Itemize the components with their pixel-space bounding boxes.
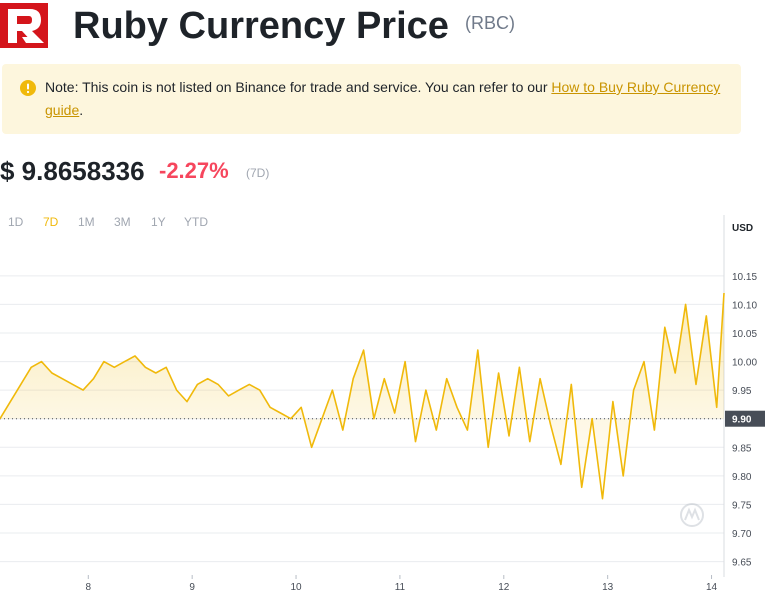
- price-summary: $ 9.8658336 -2.27% (7D): [0, 152, 783, 192]
- y-tick-label-4: 9.95: [732, 386, 752, 397]
- x-tick-label-4: 12: [498, 582, 510, 593]
- x-tick-label-5: 13: [602, 582, 614, 593]
- y-tick-label-8: 9.75: [732, 500, 752, 511]
- tab-1y[interactable]: 1Y: [151, 215, 166, 229]
- y-tick-label-7: 9.80: [732, 472, 752, 483]
- x-tick-label-6: 14: [706, 582, 718, 593]
- tab-7d[interactable]: 7D: [43, 215, 59, 229]
- x-tick-label-2: 10: [290, 582, 302, 593]
- y-tick-label-2: 10.05: [732, 329, 757, 340]
- warning-icon: [20, 80, 36, 96]
- current-price-tag-label: 9.90: [732, 415, 752, 426]
- ruby-currency-logo-icon: [0, 3, 48, 48]
- change-period: (7D): [246, 166, 270, 180]
- y-tick-label-3: 10.00: [732, 358, 757, 369]
- y-tick-label-9: 9.70: [732, 529, 752, 540]
- tab-3m[interactable]: 3M: [114, 215, 131, 229]
- x-tick-label-0: 8: [86, 582, 92, 593]
- price-area: [0, 293, 724, 499]
- tab-ytd[interactable]: YTD: [184, 215, 208, 229]
- notice-banner: Note: This coin is not listed on Binance…: [2, 64, 741, 134]
- y-tick-label-6: 9.85: [732, 443, 752, 454]
- price-series-line: [0, 292, 725, 500]
- tab-1m[interactable]: 1M: [78, 215, 95, 229]
- time-range-tabs: 1D 7D 1M 3M 1Y YTD: [0, 214, 230, 232]
- price-change: -2.27%: [159, 158, 229, 183]
- current-price-tag: [725, 410, 765, 427]
- page-header: Ruby Currency Price (RBC): [0, 0, 783, 52]
- y-tick-label-10: 9.65: [732, 558, 752, 569]
- tab-1d[interactable]: 1D: [8, 215, 24, 229]
- x-tick-label-1: 9: [189, 582, 195, 593]
- y-tick-label-1: 10.10: [732, 300, 757, 311]
- current-price: $ 9.8658336: [0, 156, 145, 186]
- notice-message: Note: This coin is not listed on Binance…: [45, 79, 552, 95]
- y-tick-label-0: 10.15: [732, 272, 757, 283]
- how-to-buy-guide-link[interactable]: How to Buy Ruby Currency guide: [45, 79, 721, 118]
- x-tick-label-3: 11: [395, 582, 406, 593]
- notice-text: Note: This coin is not listed on Binance…: [45, 76, 725, 122]
- watermark-icon: [680, 503, 704, 527]
- notice-suffix: .: [79, 102, 84, 118]
- price-chart[interactable]: 10.15 10.10 10.05 10.00 9.95 9.90 9.85 9.80 9.75…: [0, 215, 783, 599]
- currency-label: USD: [732, 223, 753, 234]
- coin-symbol: (RBC): [465, 13, 515, 33]
- page-title: Ruby Currency Price: [73, 5, 449, 47]
